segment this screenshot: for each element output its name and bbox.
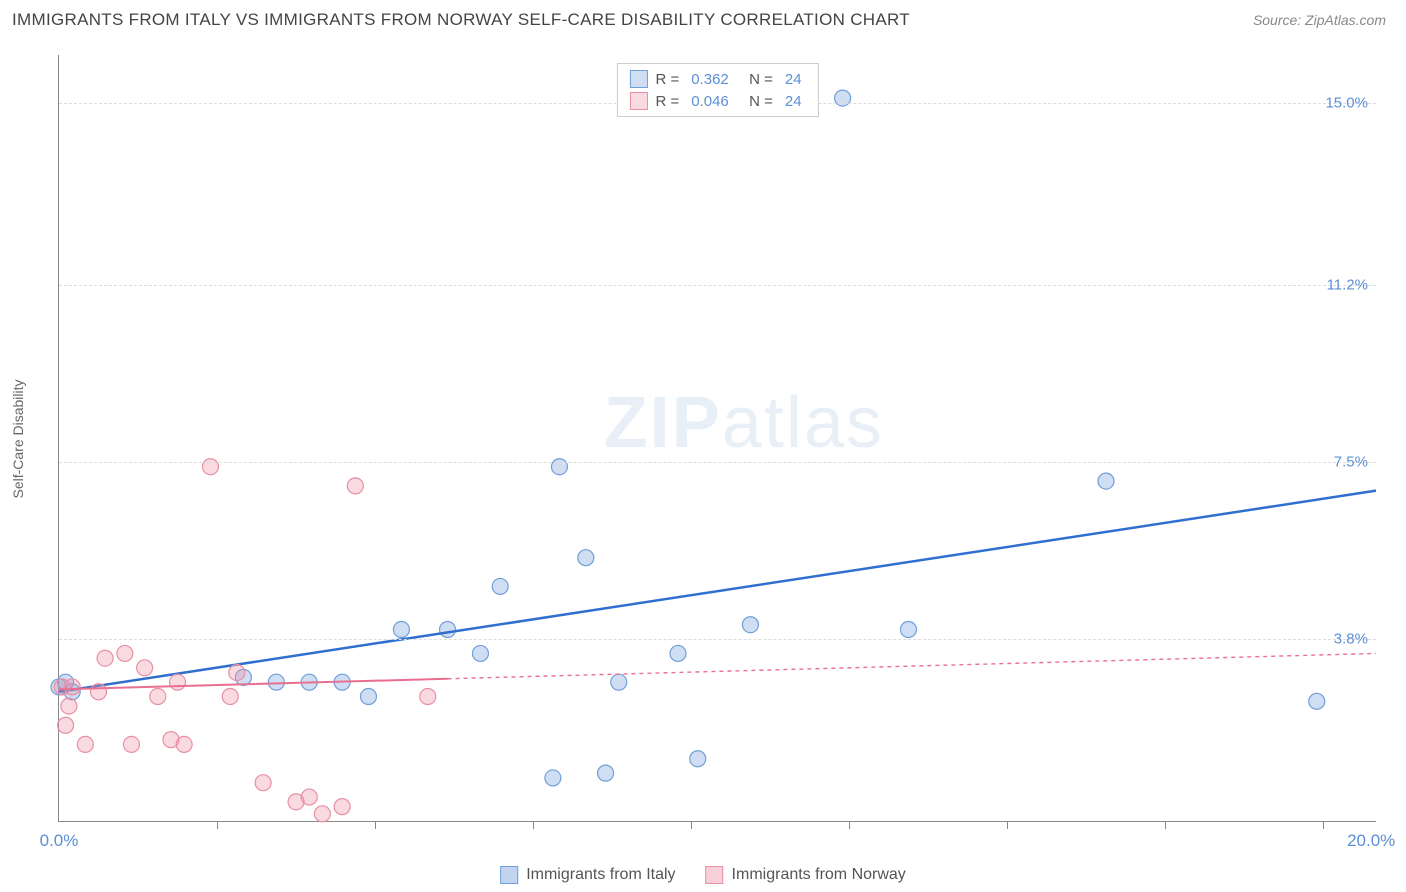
- y-tick-label: 7.5%: [1334, 453, 1368, 470]
- data-point: [123, 736, 139, 752]
- legend-item-norway: Immigrants from Norway: [706, 866, 906, 884]
- data-point: [670, 645, 686, 661]
- data-point: [58, 717, 74, 733]
- data-point: [150, 689, 166, 705]
- data-point: [360, 689, 376, 705]
- y-tick-label: 15.0%: [1325, 94, 1368, 111]
- data-point: [288, 794, 304, 810]
- r-value-italy: 0.362: [691, 71, 729, 88]
- swatch-norway: [629, 92, 647, 110]
- y-axis-label: Self-Care Disability: [10, 379, 26, 498]
- data-point: [97, 650, 113, 666]
- y-tick-label: 3.8%: [1334, 631, 1368, 648]
- y-tick-label: 11.2%: [1327, 276, 1368, 293]
- source-label: Source: ZipAtlas.com: [1253, 12, 1386, 28]
- data-point: [472, 645, 488, 661]
- data-point: [900, 622, 916, 638]
- legend-item-italy: Immigrants from Italy: [500, 866, 675, 884]
- data-point: [611, 674, 627, 690]
- chart-area: Self-Care Disability ZIPatlas R = 0.362 …: [30, 45, 1386, 832]
- data-point: [170, 674, 186, 690]
- x-min-label: 0.0%: [40, 831, 79, 851]
- data-point: [64, 679, 80, 695]
- data-point: [578, 550, 594, 566]
- swatch-italy: [629, 70, 647, 88]
- stats-legend-box: R = 0.362 N = 24 R = 0.046 N = 24: [616, 63, 818, 117]
- data-point: [137, 660, 153, 676]
- data-point: [1309, 693, 1325, 709]
- data-point: [314, 806, 330, 822]
- stats-row-norway: R = 0.046 N = 24: [629, 90, 805, 112]
- legend-swatch-norway: [706, 866, 724, 884]
- data-point: [77, 736, 93, 752]
- chart-title: IMMIGRANTS FROM ITALY VS IMMIGRANTS FROM…: [12, 10, 910, 30]
- trend-line: [59, 491, 1376, 692]
- data-point: [61, 698, 77, 714]
- legend-label-italy: Immigrants from Italy: [526, 866, 675, 884]
- data-point: [440, 622, 456, 638]
- data-point: [117, 645, 133, 661]
- data-point: [268, 674, 284, 690]
- plot-region: ZIPatlas R = 0.362 N = 24 R = 0.046 N = …: [58, 55, 1376, 822]
- data-point: [545, 770, 561, 786]
- data-point: [91, 684, 107, 700]
- data-point: [347, 478, 363, 494]
- data-point: [222, 689, 238, 705]
- stats-row-italy: R = 0.362 N = 24: [629, 68, 805, 90]
- data-point: [420, 689, 436, 705]
- data-point: [393, 622, 409, 638]
- data-point: [1098, 473, 1114, 489]
- trend-line-extension: [448, 653, 1376, 678]
- data-point: [334, 799, 350, 815]
- header: IMMIGRANTS FROM ITALY VS IMMIGRANTS FROM…: [0, 0, 1406, 36]
- legend-swatch-italy: [500, 866, 518, 884]
- data-point: [690, 751, 706, 767]
- bottom-legend: Immigrants from Italy Immigrants from No…: [500, 866, 906, 884]
- legend-label-norway: Immigrants from Norway: [732, 866, 906, 884]
- data-point: [255, 775, 271, 791]
- data-point: [176, 736, 192, 752]
- x-max-label: 20.0%: [1347, 831, 1395, 851]
- data-point: [229, 665, 245, 681]
- n-value-norway: 24: [785, 93, 802, 110]
- data-point: [742, 617, 758, 633]
- scatter-svg: [59, 55, 1376, 821]
- data-point: [598, 765, 614, 781]
- n-value-italy: 24: [785, 71, 802, 88]
- data-point: [492, 578, 508, 594]
- r-value-norway: 0.046: [691, 93, 729, 110]
